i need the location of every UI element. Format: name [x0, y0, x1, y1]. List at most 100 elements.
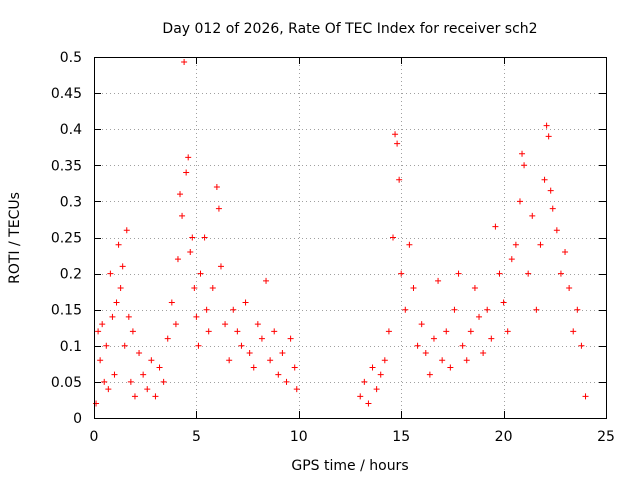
- data-point: [181, 59, 188, 66]
- data-point: [125, 313, 132, 320]
- data-point: [121, 342, 128, 349]
- data-point: [179, 212, 186, 219]
- data-point: [390, 234, 397, 241]
- data-point: [105, 386, 112, 393]
- data-point: [234, 328, 241, 335]
- y-tick-label: 0.2: [60, 267, 82, 283]
- y-tick-label: 0.25: [51, 231, 82, 247]
- data-point: [99, 321, 106, 328]
- data-point: [471, 285, 478, 292]
- y-axis-label: ROTI / TECUs: [7, 192, 23, 284]
- data-point: [168, 299, 175, 306]
- data-point: [144, 386, 151, 393]
- data-point: [492, 223, 499, 230]
- data-point: [117, 285, 124, 292]
- data-points: [93, 59, 589, 407]
- x-tick-label: 10: [290, 429, 308, 445]
- data-point: [115, 241, 122, 248]
- x-tick-label: 25: [597, 429, 615, 445]
- data-point: [578, 342, 585, 349]
- data-point: [451, 306, 458, 313]
- data-point: [113, 299, 120, 306]
- data-point: [357, 393, 364, 400]
- data-point: [127, 378, 134, 385]
- grid: [94, 57, 606, 418]
- data-point: [396, 176, 403, 183]
- y-tick-label: 0.5: [60, 50, 82, 66]
- data-point: [570, 328, 577, 335]
- data-point: [553, 227, 560, 234]
- data-point: [373, 386, 380, 393]
- data-point: [123, 227, 130, 234]
- data-point: [250, 364, 257, 371]
- data-point: [562, 248, 569, 255]
- y-tick-label: 0: [73, 411, 82, 427]
- data-point: [217, 263, 224, 270]
- data-point: [222, 321, 229, 328]
- data-point: [377, 371, 384, 378]
- data-point: [160, 378, 167, 385]
- data-point: [293, 386, 300, 393]
- data-point: [174, 256, 181, 263]
- data-point: [447, 364, 454, 371]
- data-point: [185, 154, 192, 161]
- data-point: [557, 270, 564, 277]
- data-point: [455, 270, 462, 277]
- data-point: [107, 270, 114, 277]
- data-point: [512, 241, 519, 248]
- data-point: [463, 357, 470, 364]
- data-point: [365, 400, 372, 407]
- data-point: [496, 270, 503, 277]
- data-point: [189, 234, 196, 241]
- data-point: [443, 328, 450, 335]
- data-point: [230, 306, 237, 313]
- data-point: [258, 335, 265, 342]
- y-tick-label: 0.4: [60, 122, 82, 138]
- x-tick-label: 20: [495, 429, 513, 445]
- data-point: [476, 313, 483, 320]
- data-point: [459, 342, 466, 349]
- x-tick-label: 15: [392, 429, 410, 445]
- data-point: [519, 150, 526, 157]
- chart-title: Day 012 of 2026, Rate Of TEC Index for r…: [162, 21, 537, 37]
- data-point: [574, 306, 581, 313]
- data-point: [418, 321, 425, 328]
- data-point: [129, 328, 136, 335]
- data-point: [246, 350, 253, 357]
- data-point: [537, 241, 544, 248]
- data-point: [275, 371, 282, 378]
- data-point: [254, 321, 261, 328]
- data-point: [435, 277, 442, 284]
- data-point: [191, 285, 198, 292]
- data-point: [549, 205, 556, 212]
- y-tick-label: 0.3: [60, 194, 82, 210]
- data-point: [152, 393, 159, 400]
- data-point: [529, 212, 536, 219]
- data-point: [488, 335, 495, 342]
- data-point: [287, 335, 294, 342]
- data-point: [566, 285, 573, 292]
- data-point: [209, 285, 216, 292]
- y-tick-label: 0.35: [51, 158, 82, 174]
- x-tick-label: 5: [192, 429, 201, 445]
- data-point: [187, 248, 194, 255]
- data-point: [111, 371, 118, 378]
- y-tick-label: 0.1: [60, 339, 82, 355]
- data-point: [172, 321, 179, 328]
- data-point: [426, 371, 433, 378]
- data-point: [140, 371, 147, 378]
- data-point: [238, 342, 245, 349]
- data-point: [156, 364, 163, 371]
- x-axis-label: GPS time / hours: [291, 458, 408, 474]
- data-point: [508, 256, 515, 263]
- data-point: [183, 169, 190, 176]
- data-point: [398, 270, 405, 277]
- data-point: [394, 140, 401, 147]
- data-point: [103, 342, 110, 349]
- data-point: [203, 306, 210, 313]
- data-point: [213, 183, 220, 190]
- data-point: [533, 306, 540, 313]
- data-point: [283, 378, 290, 385]
- axis-ticks: 0 5 10 15 20 25 0 0.05 0.1 0.15 0.2 0.25 0.3 0.35 0.4 0…: [51, 50, 615, 445]
